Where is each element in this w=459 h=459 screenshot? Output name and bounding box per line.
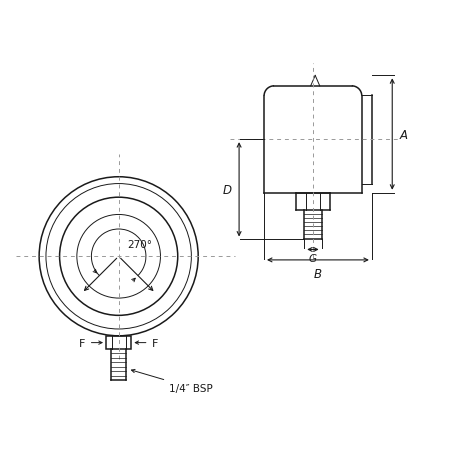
Text: F: F bbox=[79, 338, 85, 348]
Bar bbox=[106, 336, 131, 350]
Text: F: F bbox=[151, 338, 158, 348]
Text: A: A bbox=[398, 128, 407, 141]
Text: 1/4″ BSP: 1/4″ BSP bbox=[168, 383, 212, 393]
Text: 270°: 270° bbox=[127, 239, 151, 249]
Text: D: D bbox=[222, 184, 231, 196]
Text: G: G bbox=[308, 253, 316, 263]
Text: B: B bbox=[313, 267, 321, 280]
